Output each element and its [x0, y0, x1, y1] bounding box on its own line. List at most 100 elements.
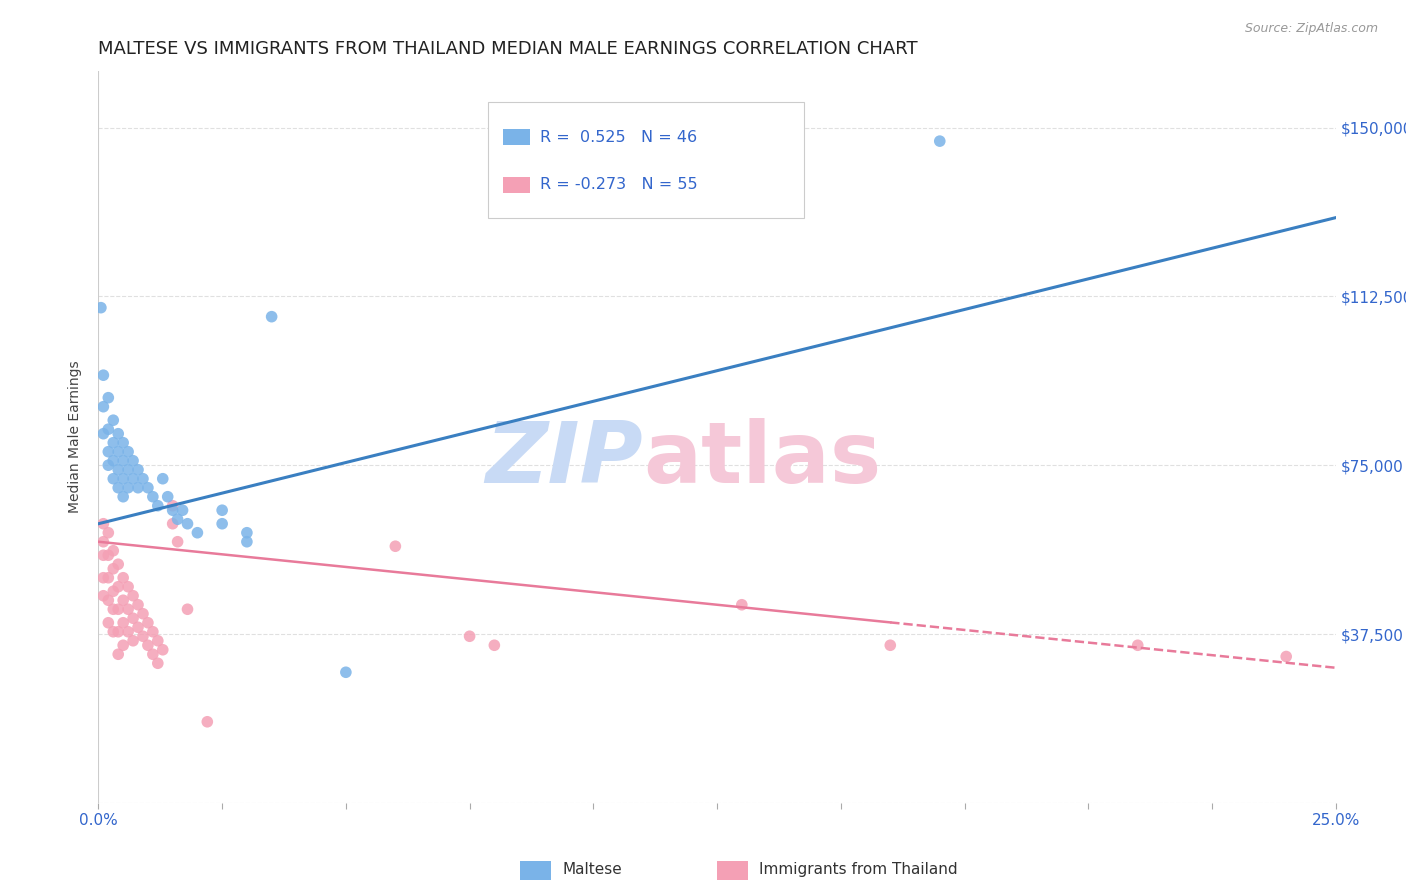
Point: [103, 624, 125, 639]
Point: [112, 490, 135, 504]
Text: R =  0.525   N = 46: R = 0.525 N = 46: [540, 129, 697, 145]
Point: [162, 516, 184, 531]
Point: [103, 562, 125, 576]
Point: [117, 624, 139, 639]
Point: [93, 426, 115, 441]
Point: [458, 629, 481, 643]
Point: [97, 422, 120, 436]
Point: [107, 602, 129, 616]
Point: [384, 539, 406, 553]
Point: [132, 629, 155, 643]
Point: [103, 413, 125, 427]
Point: [335, 665, 357, 680]
Point: [156, 490, 179, 504]
Point: [928, 134, 950, 148]
Point: [152, 472, 174, 486]
Point: [211, 503, 233, 517]
Point: [122, 453, 145, 467]
Point: [122, 472, 145, 486]
Point: [93, 368, 115, 383]
Point: [107, 580, 129, 594]
Point: [176, 602, 198, 616]
Point: [142, 490, 165, 504]
Point: [97, 391, 120, 405]
Point: [260, 310, 283, 324]
Point: [136, 615, 159, 630]
Text: MALTESE VS IMMIGRANTS FROM THAILAND MEDIAN MALE EARNINGS CORRELATION CHART: MALTESE VS IMMIGRANTS FROM THAILAND MEDI…: [98, 40, 918, 58]
Point: [186, 525, 208, 540]
Point: [112, 472, 135, 486]
Point: [122, 611, 145, 625]
Point: [93, 400, 115, 414]
Point: [127, 620, 149, 634]
Point: [107, 426, 129, 441]
Point: [122, 633, 145, 648]
Point: [107, 558, 129, 572]
Point: [112, 435, 135, 450]
Point: [103, 602, 125, 616]
Point: [103, 472, 125, 486]
Point: [1275, 649, 1298, 664]
Point: [236, 525, 259, 540]
Point: [117, 463, 139, 477]
Point: [132, 607, 155, 621]
Point: [162, 499, 184, 513]
Point: [166, 512, 188, 526]
Point: [93, 589, 115, 603]
Point: [103, 453, 125, 467]
Point: [103, 435, 125, 450]
Text: ZIP: ZIP: [485, 417, 643, 500]
Point: [484, 638, 506, 652]
Point: [122, 589, 145, 603]
Point: [142, 624, 165, 639]
Point: [112, 571, 135, 585]
Point: [117, 602, 139, 616]
Point: [97, 593, 120, 607]
Point: [107, 647, 129, 661]
Point: [132, 472, 155, 486]
Point: [97, 571, 120, 585]
Point: [127, 481, 149, 495]
Point: [142, 647, 165, 661]
Point: [107, 444, 129, 458]
Point: [93, 548, 115, 562]
Text: Source: ZipAtlas.com: Source: ZipAtlas.com: [1244, 22, 1378, 36]
Point: [152, 642, 174, 657]
Text: atlas: atlas: [643, 417, 882, 500]
Point: [112, 638, 135, 652]
Point: [97, 548, 120, 562]
Point: [112, 453, 135, 467]
Point: [127, 598, 149, 612]
Point: [117, 580, 139, 594]
Point: [117, 481, 139, 495]
Point: [1126, 638, 1149, 652]
Point: [211, 516, 233, 531]
Point: [166, 534, 188, 549]
FancyBboxPatch shape: [488, 102, 804, 218]
Point: [107, 624, 129, 639]
Y-axis label: Median Male Earnings: Median Male Earnings: [69, 360, 83, 514]
Point: [93, 534, 115, 549]
Point: [731, 598, 754, 612]
Point: [146, 633, 169, 648]
Text: Maltese: Maltese: [562, 863, 621, 877]
Point: [236, 534, 259, 549]
Point: [176, 516, 198, 531]
Point: [103, 543, 125, 558]
Point: [97, 458, 120, 473]
Point: [172, 503, 194, 517]
Point: [97, 444, 120, 458]
Text: Immigrants from Thailand: Immigrants from Thailand: [759, 863, 957, 877]
Text: R = -0.273   N = 55: R = -0.273 N = 55: [540, 178, 697, 193]
Bar: [503, 129, 530, 145]
Point: [90, 301, 112, 315]
Point: [103, 584, 125, 599]
Point: [146, 657, 169, 671]
Point: [93, 516, 115, 531]
Point: [107, 463, 129, 477]
Bar: [503, 177, 530, 193]
Point: [879, 638, 901, 652]
Point: [112, 593, 135, 607]
Point: [117, 444, 139, 458]
Point: [127, 463, 149, 477]
